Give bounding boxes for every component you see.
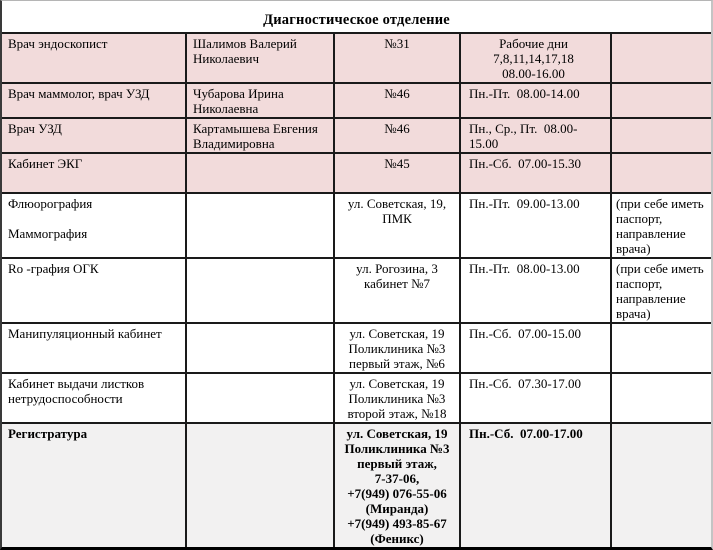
cell-hours: Пн.-Сб. 07.00-15.00	[459, 322, 612, 374]
cell-person: Чубарова Ирина Николаевна	[185, 82, 335, 119]
table-row: Кабинет выдачи листков нетрудоспособност…	[2, 372, 711, 424]
cell-note	[610, 422, 711, 547]
table-row: Ro -графия ОГК ул. Рогозина, 3 кабинет №7…	[2, 257, 711, 324]
table-row: Врач маммолог, врач УЗД Чубарова Ирина Ни…	[2, 82, 711, 119]
cell-person	[185, 372, 335, 424]
cell-person: Картамышева Евгения Владимировна	[185, 117, 335, 154]
cell-hours: Пн.-Пт. 08.00-14.00	[459, 82, 612, 119]
cell-note	[610, 322, 711, 374]
cell-hours: Пн.-Сб. 07.30-17.00	[459, 372, 612, 424]
table-row: Манипуляционный кабинет ул. Советская, 19…	[2, 322, 711, 374]
cell-note	[610, 117, 711, 154]
cell-room: ул. Советская, 19 Поликлиника №3 первый …	[333, 322, 461, 374]
cell-service: Врач маммолог, врач УЗД	[2, 82, 187, 119]
cell-service: Кабинет выдачи листков нетрудоспособност…	[2, 372, 187, 424]
cell-room: ул. Советская, 19 Поликлиника №3 второй …	[333, 372, 461, 424]
cell-room: №45	[333, 152, 461, 194]
cell-person	[185, 152, 335, 194]
table-row: Флюорография Маммография ул. Советская, 1…	[2, 192, 711, 259]
cell-service: Врач УЗД	[2, 117, 187, 154]
cell-room: ул. Советская, 19 Поликлиника №3 первый …	[333, 422, 461, 547]
cell-note: (при себе иметь паспорт, направление вра…	[610, 192, 711, 259]
cell-room: №46	[333, 82, 461, 119]
cell-room: №31	[333, 32, 461, 84]
cell-note	[610, 82, 711, 119]
cell-note	[610, 372, 711, 424]
cell-service: Регистратура	[2, 422, 187, 547]
cell-note	[610, 152, 711, 194]
cell-person	[185, 322, 335, 374]
cell-room: ул. Советская, 19, ПМК	[333, 192, 461, 259]
schedule-table-body: Врач эндоскопист Шалимов Валерий Николаев…	[2, 32, 711, 547]
title-row: Диагностическое отделение	[2, 1, 711, 32]
cell-note	[610, 32, 711, 84]
cell-person	[185, 192, 335, 259]
cell-service: Кабинет ЭКГ	[2, 152, 187, 194]
cell-service: Ro -графия ОГК	[2, 257, 187, 324]
cell-service: Манипуляционный кабинет	[2, 322, 187, 374]
table-row: Врач эндоскопист Шалимов Валерий Николаев…	[2, 32, 711, 84]
cell-service: Флюорография Маммография	[2, 192, 187, 259]
table-row: Врач УЗД Картамышева Евгения Владимировна…	[2, 117, 711, 154]
table-row: Кабинет ЭКГ №45 Пн.-Сб. 07.00-15.30	[2, 152, 711, 194]
page-title: Диагностическое отделение	[263, 12, 450, 28]
cell-person: Шалимов Валерий Николаевич	[185, 32, 335, 84]
cell-person	[185, 422, 335, 547]
cell-room: ул. Рогозина, 3 кабинет №7	[333, 257, 461, 324]
cell-person	[185, 257, 335, 324]
cell-hours: Рабочие дни 7,8,11,14,17,18 08.00-16.00	[459, 32, 612, 84]
cell-service: Врач эндоскопист	[2, 32, 187, 84]
cell-note: (при себе иметь паспорт, направление вра…	[610, 257, 711, 324]
cell-hours: Пн.-Сб. 07.00-17.00	[459, 422, 612, 547]
cell-hours: Пн., Ср., Пт. 08.00-15.00	[459, 117, 612, 154]
cell-hours: Пн.-Пт. 08.00-13.00	[459, 257, 612, 324]
schedule-table: Врач эндоскопист Шалимов Валерий Николаев…	[2, 32, 711, 547]
cell-hours: Пн.-Пт. 09.00-13.00	[459, 192, 612, 259]
cell-room: №46	[333, 117, 461, 154]
table-row: Регистратура ул. Советская, 19 Поликлиник…	[2, 422, 711, 547]
cell-hours: Пн.-Сб. 07.00-15.30	[459, 152, 612, 194]
